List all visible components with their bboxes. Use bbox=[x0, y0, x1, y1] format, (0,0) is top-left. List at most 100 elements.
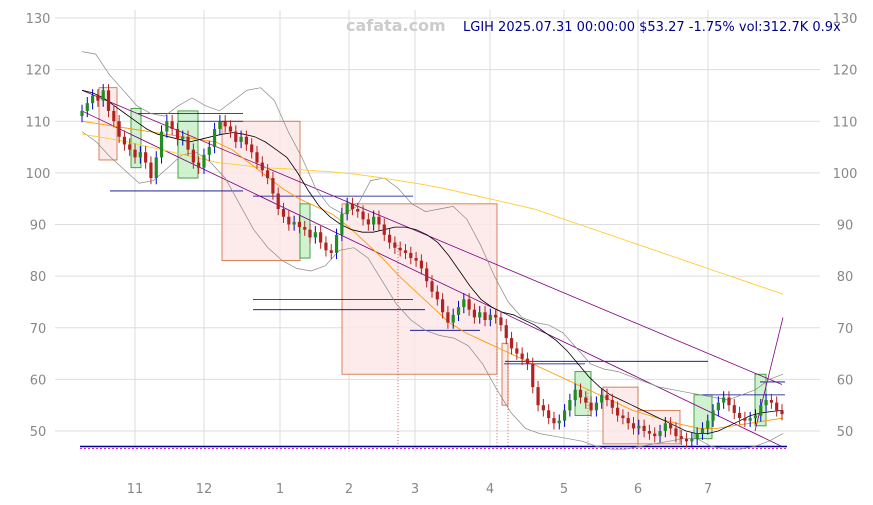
candle-body bbox=[600, 394, 604, 403]
range-box bbox=[341, 203, 498, 375]
candle-body bbox=[202, 154, 206, 168]
candle-body bbox=[409, 252, 413, 259]
candle-body bbox=[499, 317, 503, 326]
x-axis: 11 12 1 2 3 4 5 6 7 bbox=[127, 482, 712, 497]
candle-body bbox=[547, 410, 551, 419]
candle-body bbox=[218, 121, 222, 129]
candle-body bbox=[165, 121, 169, 132]
candle-body bbox=[695, 433, 699, 439]
candle-body bbox=[159, 131, 164, 158]
candle-body bbox=[483, 312, 487, 321]
candle-body bbox=[128, 144, 132, 150]
candle-body bbox=[430, 281, 434, 292]
candle-body bbox=[297, 221, 302, 228]
candle-body bbox=[700, 428, 705, 434]
y-tick-label-left: 80 bbox=[30, 270, 47, 285]
candle-body bbox=[170, 121, 174, 129]
candle-body bbox=[112, 110, 116, 122]
candle-body bbox=[96, 95, 100, 101]
candle-body bbox=[387, 234, 392, 243]
candle-body bbox=[462, 299, 466, 308]
support-lines bbox=[80, 113, 787, 449]
candle-body bbox=[324, 242, 328, 251]
sma-short bbox=[81, 89, 784, 435]
candle-body bbox=[515, 348, 519, 354]
candle-body bbox=[610, 400, 614, 408]
candle-body bbox=[345, 203, 349, 215]
range-box bbox=[130, 107, 142, 169]
candle-body bbox=[541, 405, 545, 411]
candle-body bbox=[313, 232, 317, 238]
candle-body bbox=[308, 229, 312, 238]
candle-body bbox=[398, 247, 402, 251]
y-tick-label-right: 90 bbox=[837, 219, 854, 234]
candle-body bbox=[393, 242, 397, 248]
candle-body bbox=[626, 418, 630, 424]
x-tick-label: 6 bbox=[634, 482, 642, 497]
candle-body bbox=[722, 397, 726, 403]
candle-body bbox=[631, 423, 636, 429]
candle-body bbox=[138, 152, 142, 158]
candle-body bbox=[197, 162, 201, 168]
x-tick-label: 5 bbox=[560, 482, 568, 497]
indicator-lines bbox=[81, 51, 784, 450]
x-tick-label: 3 bbox=[411, 482, 419, 497]
candle-body bbox=[144, 152, 148, 163]
candle-body bbox=[690, 438, 694, 442]
candle-body bbox=[441, 299, 445, 313]
candle-body bbox=[303, 227, 307, 230]
y-tick-label-left: 130 bbox=[26, 12, 51, 27]
candle-body bbox=[117, 121, 121, 137]
candle-body bbox=[684, 438, 689, 442]
y-tick-label-right: 70 bbox=[837, 322, 854, 337]
x-tick-label: 1 bbox=[276, 482, 284, 497]
candle-body bbox=[504, 325, 508, 339]
candle-body bbox=[732, 405, 736, 413]
candle-body bbox=[414, 258, 418, 261]
candle-body bbox=[223, 121, 227, 127]
candle-body bbox=[80, 110, 84, 117]
candle-body bbox=[727, 397, 731, 406]
candle-body bbox=[637, 425, 641, 429]
candle-body bbox=[568, 400, 572, 411]
candle-body bbox=[244, 136, 248, 145]
candle-body bbox=[748, 418, 752, 421]
candle-body bbox=[377, 216, 381, 225]
candle-body bbox=[494, 314, 498, 318]
candle-body bbox=[525, 358, 530, 364]
x-tick-label: 2 bbox=[345, 482, 353, 497]
candle-body bbox=[472, 309, 477, 318]
y-tick-label-left: 70 bbox=[30, 322, 47, 337]
candle-body bbox=[594, 402, 598, 411]
x-tick-label: 12 bbox=[196, 482, 213, 497]
candle-body bbox=[769, 400, 773, 403]
candle-body bbox=[737, 412, 742, 419]
candle-body bbox=[361, 211, 365, 220]
y-axis-right: 50 60 70 80 90 100 110 120 130 bbox=[833, 12, 858, 440]
candle-body bbox=[557, 420, 561, 424]
x-tick-label: 11 bbox=[127, 482, 144, 497]
y-tick-label-left: 110 bbox=[26, 115, 51, 130]
candle-body bbox=[616, 407, 620, 416]
candle-body bbox=[642, 425, 646, 431]
candle-body bbox=[425, 268, 429, 282]
candle-body bbox=[356, 209, 360, 212]
candle-body bbox=[329, 250, 333, 253]
candle-body bbox=[260, 162, 264, 171]
candle-body bbox=[562, 410, 567, 421]
sma-mid bbox=[81, 120, 784, 429]
candle-body bbox=[101, 90, 105, 101]
candle-body bbox=[372, 216, 376, 225]
range-box bbox=[574, 371, 592, 416]
x-tick-label: 7 bbox=[704, 482, 712, 497]
watermark: cafata.com bbox=[346, 16, 446, 35]
candle-body bbox=[228, 126, 233, 132]
range-boxes bbox=[98, 87, 767, 447]
candle-body bbox=[122, 136, 127, 145]
candle-body bbox=[711, 410, 715, 421]
y-tick-label-left: 100 bbox=[26, 167, 51, 182]
y-tick-label-left: 50 bbox=[30, 425, 47, 440]
candle-body bbox=[456, 307, 461, 315]
x-tick-label: 4 bbox=[486, 482, 494, 497]
